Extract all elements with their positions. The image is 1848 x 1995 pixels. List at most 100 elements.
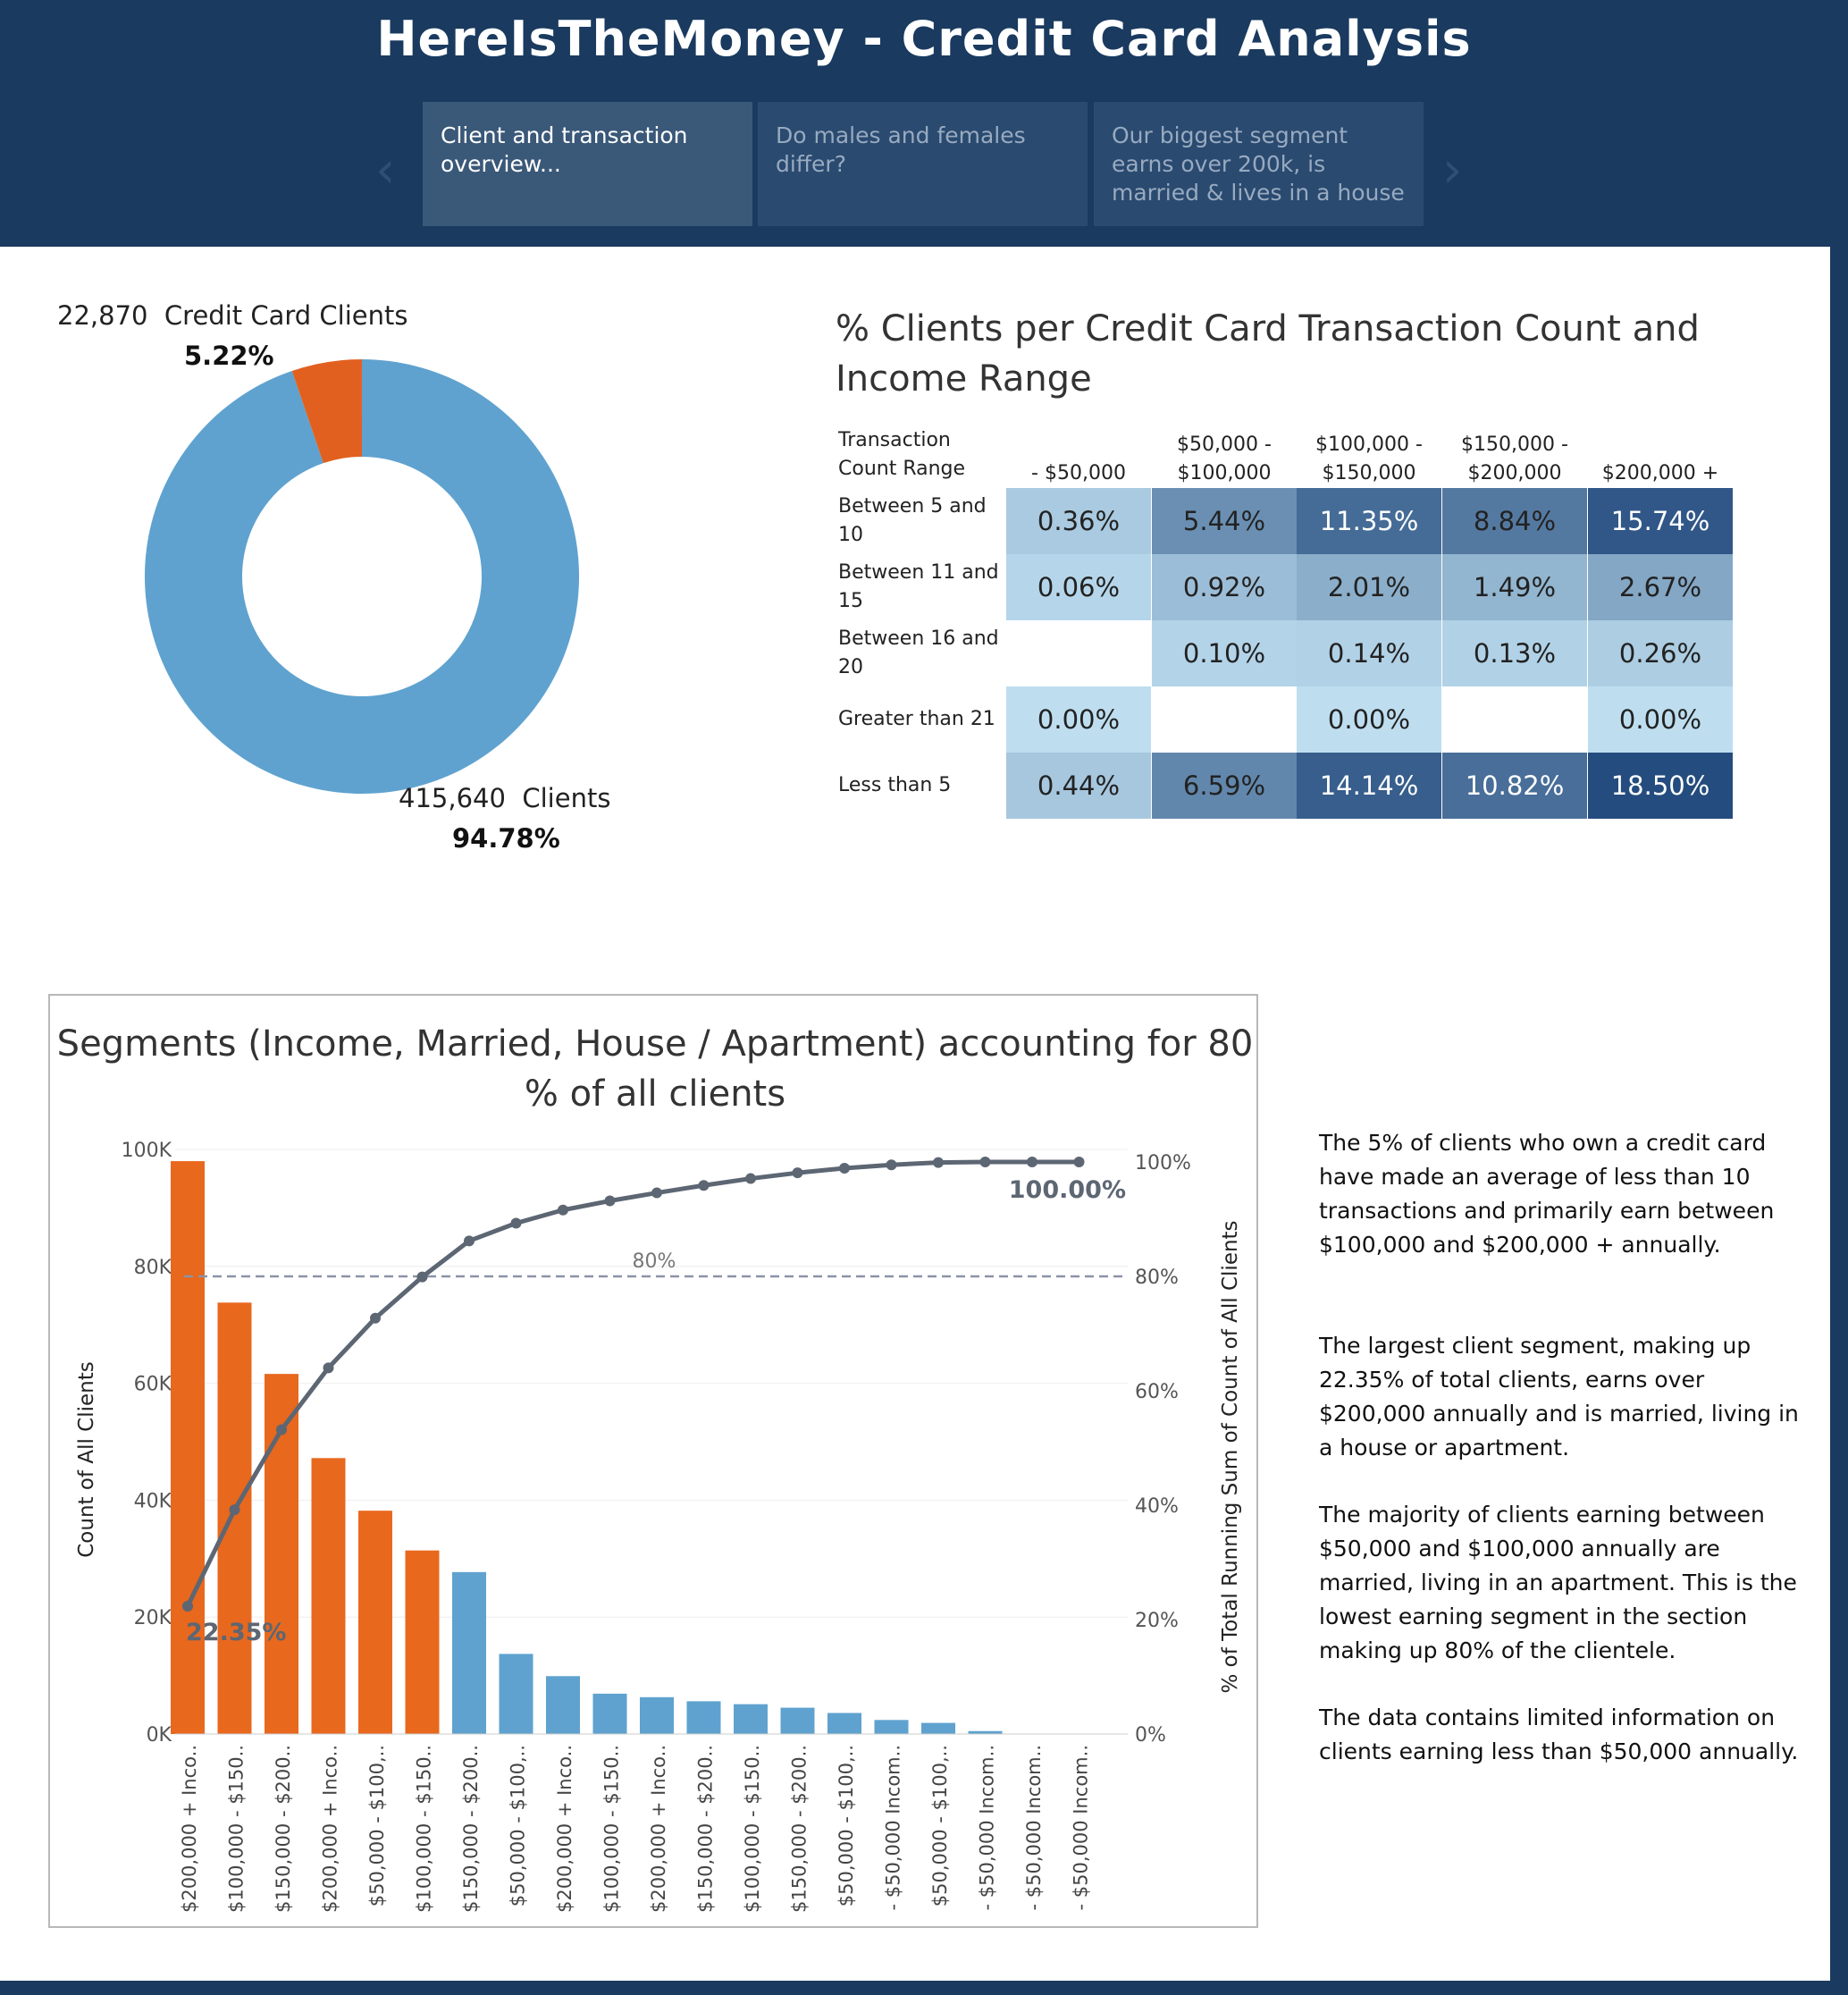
pareto-title: Segments (Income, Married, House / Apart… [56,1023,1254,1115]
cumulative-point [323,1362,334,1374]
insight-text-1: The 5% of clients who own a credit card … [1319,1130,1775,1258]
pareto-bar [452,1571,486,1734]
x-category-label: $150,000 - $200.. [789,1745,811,1913]
x-category-label: $50,000 - $100,.. [836,1745,857,1907]
pareto-bar [827,1713,861,1734]
heatmap-cell[interactable]: 11.35% [1297,488,1441,554]
cumulative-point [1073,1157,1085,1167]
heatmap-cell[interactable]: 0.36% [1006,488,1151,554]
donut-other-text: Clients [522,783,611,813]
x-category-label: - $50,000 Incom.. [883,1745,904,1910]
cumulative-point [510,1217,522,1229]
cumulative-point [182,1600,193,1612]
story-tab-biggest-segment[interactable]: Our biggest segment earns over 200k, is … [1094,102,1424,226]
cumulative-point [651,1187,662,1199]
heatmap-cell[interactable]: 14.14% [1297,753,1441,819]
x-category-label: $100,000 - $150.. [414,1745,435,1913]
x-category-label: - $50,000 Incom.. [1071,1745,1092,1910]
pareto-bar [358,1511,392,1734]
pareto-bar [874,1720,909,1734]
donut-other-pct: 94.78% [452,823,560,854]
cumulative-point [416,1271,428,1283]
insight-text-4: The data contains limited information on… [1319,1705,1799,1764]
pareto-bar [686,1701,721,1734]
heatmap-cell[interactable]: 18.50% [1588,753,1733,819]
heatmap-cell[interactable]: 6.59% [1152,753,1297,819]
x-category-label: $200,000 + Inco.. [648,1745,669,1913]
pareto-bar [499,1654,533,1734]
insight-text-2: The largest client segment, making up 22… [1319,1333,1799,1460]
heatmap-col-header: - $50,000 [1031,462,1126,484]
donut-chart [145,359,579,794]
y2-tick-label: 0% [1135,1724,1166,1747]
heatmap-cell[interactable]: 15.74% [1588,488,1733,554]
x-category-label: $100,000 - $150.. [226,1745,248,1913]
heatmap-title: % Clients per Credit Card Transaction Co… [836,308,1700,400]
donut-other-label: 415,640 Clients [399,783,610,813]
pareto-bar [405,1550,440,1734]
pareto-bar [546,1676,580,1734]
story-tab-gender[interactable]: Do males and females differ? [758,102,1088,226]
pareto-chart-panel: Segments (Income, Married, House / Apart… [48,994,1258,1928]
heatmap-cell[interactable]: 0.10% [1152,620,1297,686]
heatmap-row-label: Between 16 and 20 [838,627,999,678]
donut-cc-text: Credit Card Clients [164,300,408,331]
cumulative-point [276,1424,287,1435]
cumulative-line [185,1159,1079,1608]
heatmap-cell[interactable]: 0.06% [1006,554,1151,620]
donut-other-count: 415,640 [399,783,506,813]
heatmap-cell[interactable]: 0.14% [1297,620,1441,686]
heatmap-cell[interactable]: 1.49% [1442,554,1587,620]
x-category-label: $150,000 - $200.. [460,1745,482,1913]
heatmap-cell[interactable]: 0.13% [1442,620,1587,686]
heatmap-cell[interactable] [1006,620,1151,686]
y-tick-label: 40K [134,1490,172,1512]
dashboard-title: HereIsTheMoney - Credit Card Analysis [376,11,1472,67]
y2-tick-label: 60% [1135,1381,1179,1403]
heatmap-cell[interactable]: 0.00% [1006,686,1151,753]
cumulative-point [745,1173,756,1184]
cumulative-point [933,1157,944,1168]
y2-axis-label: % of Total Running Sum of Count of All C… [1219,1220,1242,1693]
heatmap-row-label: Between 5 and 10 [838,495,987,546]
donut-cc-count: 22,870 [57,300,148,331]
cumulative-point [1027,1157,1037,1167]
heatmap-cell[interactable]: 0.92% [1152,554,1297,620]
prev-arrow-icon[interactable]: ‹ [375,141,396,199]
cumulative-point [839,1163,850,1174]
x-category-label: $150,000 - $200.. [273,1745,294,1913]
heatmap-cell[interactable] [1152,686,1297,753]
heatmap-cell[interactable]: 0.44% [1006,753,1151,819]
next-arrow-icon[interactable]: › [1442,141,1463,199]
heatmap-cell[interactable]: 0.00% [1297,686,1441,753]
heatmap-cell[interactable]: 2.67% [1588,554,1733,620]
pareto-bar [968,1730,1003,1734]
heatmap-cell[interactable] [1442,686,1587,753]
y-axis-label: Count of All Clients [75,1361,98,1558]
cumulative-point [558,1204,568,1216]
donut-cc-label: 22,870 Credit Card Clients [57,300,407,331]
heatmap-col-header: $100,000 - $150,000 [1315,434,1423,484]
pareto-bar [171,1161,205,1734]
donut-segment-clients[interactable] [145,359,579,794]
insight-text-3: The majority of clients earning between … [1319,1502,1797,1663]
story-tab-overview[interactable]: Client and transaction overview... [423,102,752,226]
heatmap-col-header: $150,000 - $200,000 [1461,434,1568,484]
heatmap-cell[interactable]: 8.84% [1442,488,1587,554]
first-point-label: 22.35% [186,1619,286,1646]
y-tick-label: 100K [122,1140,172,1162]
x-category-label: - $50,000 Incom.. [977,1745,998,1910]
pareto-bar [640,1696,674,1734]
heatmap-cell[interactable]: 10.82% [1442,753,1587,819]
heatmap-cell[interactable]: 2.01% [1297,554,1441,620]
x-category-label: $50,000 - $100,.. [929,1745,951,1907]
heatmap-cell[interactable]: 5.44% [1152,488,1297,554]
y-tick-label: 60K [134,1374,172,1396]
cumulative-point [792,1167,803,1179]
x-category-label: $200,000 + Inco.. [554,1745,575,1913]
x-category-label: $150,000 - $200.. [695,1745,717,1913]
pareto-bar [921,1722,955,1734]
donut-segment-credit-card[interactable] [291,359,362,464]
heatmap-cell[interactable]: 0.00% [1588,686,1733,753]
heatmap-cell[interactable]: 0.26% [1588,620,1733,686]
